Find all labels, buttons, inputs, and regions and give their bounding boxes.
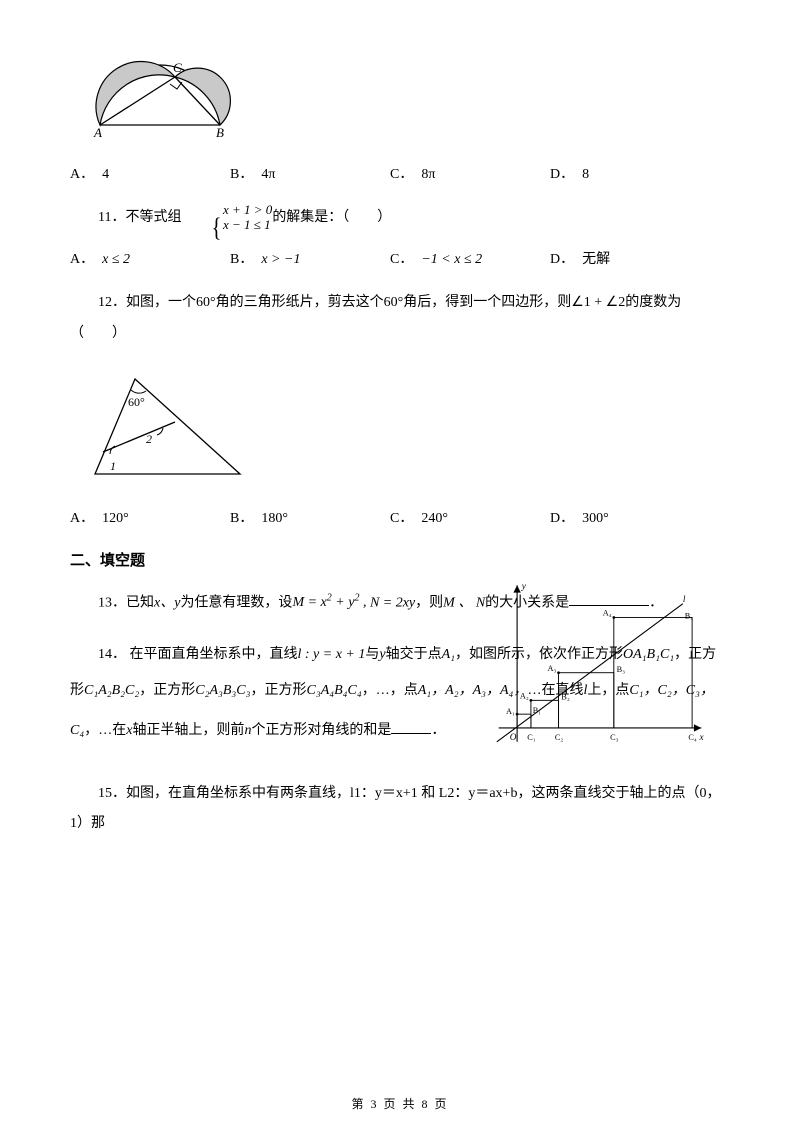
q14-j: 上，点 — [587, 683, 629, 698]
svg-text:C₃: C₃ — [610, 733, 619, 742]
q14-a1: A₁ — [442, 647, 455, 662]
q12-opt-d-text: 300° — [582, 511, 609, 527]
q13: 13．已知x、y为任意有理数，设M = x2 + y2 , N = 2xy，则M… — [70, 588, 730, 619]
q11-opt-b-text: x > −1 — [261, 252, 300, 268]
svg-text:2: 2 — [146, 432, 152, 446]
q12-text-a: ．如图，一个 — [112, 295, 196, 310]
q10-options: A．4 B．4π C．8π D．8 — [70, 163, 730, 183]
q13-text-b: 为任意有理数，设 — [180, 595, 292, 610]
q11-after: 的解集是：（ ） — [272, 210, 391, 225]
q12-expr: ∠1 + ∠2 — [571, 295, 625, 310]
q11-opt-b: B．x > −1 — [230, 248, 390, 268]
q13-m: M = x2 + y2 , — [292, 595, 370, 610]
q11-system: x + 1 > 0 x − 1 ≤ 1 — [185, 203, 272, 233]
q11-sys-row1: x + 1 > 0 — [195, 203, 272, 218]
q14-k: ，…在 — [84, 723, 126, 738]
q12: 12．如图，一个60°角的三角形纸片，剪去这个60°角后，得到一个四边形，则∠1… — [70, 288, 730, 350]
q14-c4: C₄ — [70, 723, 84, 738]
q12-opt-c-text: 240° — [421, 511, 448, 527]
q12-opt-a: A．120° — [70, 507, 230, 527]
q12-text-c: 角后，得到一个四边形，则 — [403, 295, 571, 310]
q13-n: N = 2xy — [370, 595, 415, 610]
q14-pts-c: C₁，C₂，C₃， — [629, 683, 714, 698]
q14-d: ，如图所示，依次作正方形 — [455, 647, 623, 662]
q14-g: ，正方形 — [251, 683, 307, 698]
q15-text-a: ．如图，在直角坐标系中有两条直线，l1：y＝x+1 和 L2：y＝ax+b，这两… — [70, 786, 720, 832]
q11-opt-c-text: −1 < x ≤ 2 — [421, 252, 482, 268]
svg-text:O: O — [510, 732, 517, 742]
q11-number: 11 — [98, 210, 111, 225]
q10-opt-a-text: 4 — [102, 167, 109, 183]
q12-opt-b-text: 180° — [261, 511, 288, 527]
section-2-title: 二、填空题 — [70, 549, 730, 570]
q14-line2: C₄，…在x轴正半轴上，则前n个正方形对角线的和是． O x y l A₁ A₂… — [70, 716, 730, 747]
q14-i: …在直线 — [527, 683, 583, 698]
q11-opt-c: C．−1 < x ≤ 2 — [390, 248, 550, 268]
q13-text-a: ．已知 — [112, 595, 154, 610]
q15: 15．如图，在直角坐标系中有两条直线，l1：y＝x+1 和 L2：y＝ax+b，… — [70, 779, 730, 841]
q14-f: ，正方形 — [139, 683, 195, 698]
svg-text:60°: 60° — [128, 395, 145, 409]
svg-text:C₂: C₂ — [555, 733, 564, 742]
svg-text:B₄: B₄ — [685, 611, 694, 620]
q12-text-b: 角的三角形纸片，剪去这个 — [216, 295, 384, 310]
q14-h: ，…，点 — [362, 683, 418, 698]
q12-options: A．120° B．180° C．240° D．300° — [70, 507, 730, 527]
svg-text:C: C — [173, 60, 182, 75]
q14-sq3: C₂A₃B₃C₃ — [195, 683, 250, 698]
q11-opt-d: D．无解 — [550, 248, 710, 268]
q14-sq4: C₃A₄B₄C₄ — [307, 683, 362, 698]
svg-text:1: 1 — [110, 459, 116, 473]
q14-line-l: l : y = x + 1 — [298, 647, 366, 662]
q10-opt-d: D．8 — [550, 163, 710, 183]
q15-number: 15 — [98, 786, 112, 801]
q11: 11．不等式组 x + 1 > 0 x − 1 ≤ 1 的解集是：（ ） — [70, 203, 730, 234]
q14-a: ． 在平面直角坐标系中，直线 — [112, 647, 298, 662]
q10-opt-c: C．8π — [390, 163, 550, 183]
q10-figure: A B C — [80, 40, 730, 145]
svg-text:B: B — [216, 125, 224, 140]
q12-angle1: 60° — [196, 295, 216, 310]
svg-text:x: x — [698, 732, 704, 742]
q10-opt-b-text: 4π — [261, 167, 275, 183]
q11-opt-d-text: 无解 — [582, 248, 610, 268]
q14-pts-a: A₁，A₂，A₃，A₄， — [418, 683, 528, 698]
q14-number: 14 — [98, 647, 112, 662]
q14-m: 个正方形对角线的和是 — [251, 723, 391, 738]
q14-sq2: C₁A₂B₂C₂ — [84, 683, 139, 698]
q14: 14． 在平面直角坐标系中，直线l : y = x + 1与y轴交于点A₁，如图… — [70, 637, 730, 710]
svg-text:C₁: C₁ — [527, 733, 536, 742]
q14-blank — [391, 720, 431, 734]
q12-opt-b: B．180° — [230, 507, 390, 527]
q12-opt-a-text: 120° — [102, 511, 129, 527]
q11-options: A．x ≤ 2 B．x > −1 C．−1 < x ≤ 2 D．无解 — [70, 248, 730, 268]
svg-text:l: l — [683, 594, 686, 604]
q10-opt-b: B．4π — [230, 163, 390, 183]
q13-number: 13 — [98, 595, 112, 610]
q13-text-c: ，则 — [415, 595, 443, 610]
q12-opt-d: D．300° — [550, 507, 710, 527]
q11-opt-a-text: x ≤ 2 — [102, 252, 130, 268]
q10-opt-c-text: 8π — [421, 167, 435, 183]
q13-xy: x、y — [154, 595, 180, 610]
q13-blank — [569, 592, 649, 606]
svg-text:A: A — [93, 125, 102, 140]
page-footer: 第 3 页 共 8 页 — [0, 1095, 800, 1112]
q14-ll: 轴正半轴上，则前 — [132, 723, 244, 738]
q12-opt-c: C．240° — [390, 507, 550, 527]
q11-sys-row2: x − 1 ≤ 1 — [195, 218, 272, 233]
svg-text:C₄: C₄ — [688, 733, 697, 742]
q10-opt-a: A．4 — [70, 163, 230, 183]
q12-number: 12 — [98, 295, 112, 310]
q13-mn: M 、 N — [443, 595, 485, 610]
q10-opt-d-text: 8 — [582, 167, 589, 183]
q13-text-d: 的大小关系是 — [485, 595, 569, 610]
q14-c: 轴交于点 — [386, 647, 442, 662]
q12-angle2: 60° — [384, 295, 404, 310]
q12-figure: 60° 1 2 — [80, 364, 730, 489]
q14-sq1: OA₁B₁C₁ — [623, 647, 674, 662]
q14-b: 与 — [365, 647, 379, 662]
q11-prefix: ．不等式组 — [111, 210, 181, 225]
